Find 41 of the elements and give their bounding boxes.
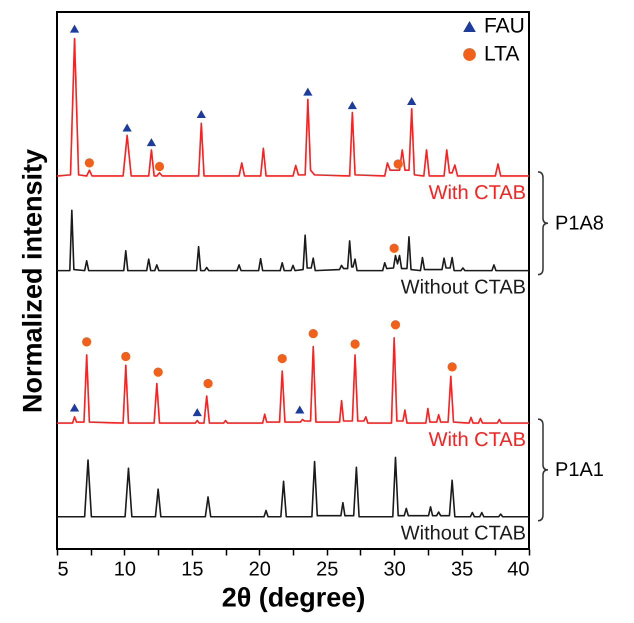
point	[295, 406, 304, 414]
point	[192, 408, 202, 416]
x-tick-label: 5	[58, 558, 69, 580]
point	[82, 337, 92, 346]
legend-label: FAU	[484, 14, 525, 38]
point	[121, 352, 130, 362]
series-label: With CTAB	[428, 429, 526, 452]
point	[350, 339, 360, 349]
point	[303, 88, 312, 96]
x-tick-label: 25	[316, 558, 338, 580]
point	[308, 328, 318, 338]
x-tick-label: 15	[181, 558, 204, 580]
point	[448, 362, 457, 372]
x-tick-label: 40	[507, 558, 530, 580]
x-tick-label: 30	[384, 558, 406, 580]
text: P1A8	[555, 212, 604, 234]
x-axis-title: 2θ (degree)	[222, 582, 366, 612]
point	[203, 378, 213, 388]
point	[146, 138, 156, 146]
series-label: Without CTAB	[400, 276, 526, 299]
y-axis-title: Normalized intensity	[18, 148, 48, 414]
series-label: With CTAB	[428, 182, 526, 204]
point	[278, 354, 287, 364]
x-tick-label: 20	[248, 558, 271, 580]
point	[348, 101, 357, 110]
point	[390, 244, 399, 253]
point	[70, 24, 80, 33]
x-tick-label: 35	[450, 558, 474, 580]
point	[154, 162, 164, 172]
point	[154, 367, 163, 377]
series-label: Without CTAB	[400, 522, 526, 545]
point	[390, 320, 400, 330]
point	[407, 96, 416, 105]
legend-label: LTA	[484, 42, 520, 66]
point	[394, 159, 403, 169]
point	[122, 124, 132, 132]
x-tick-label: 10	[114, 558, 136, 580]
text: P1A1	[555, 458, 604, 481]
point	[70, 403, 80, 412]
point	[196, 110, 206, 118]
point	[84, 158, 94, 168]
